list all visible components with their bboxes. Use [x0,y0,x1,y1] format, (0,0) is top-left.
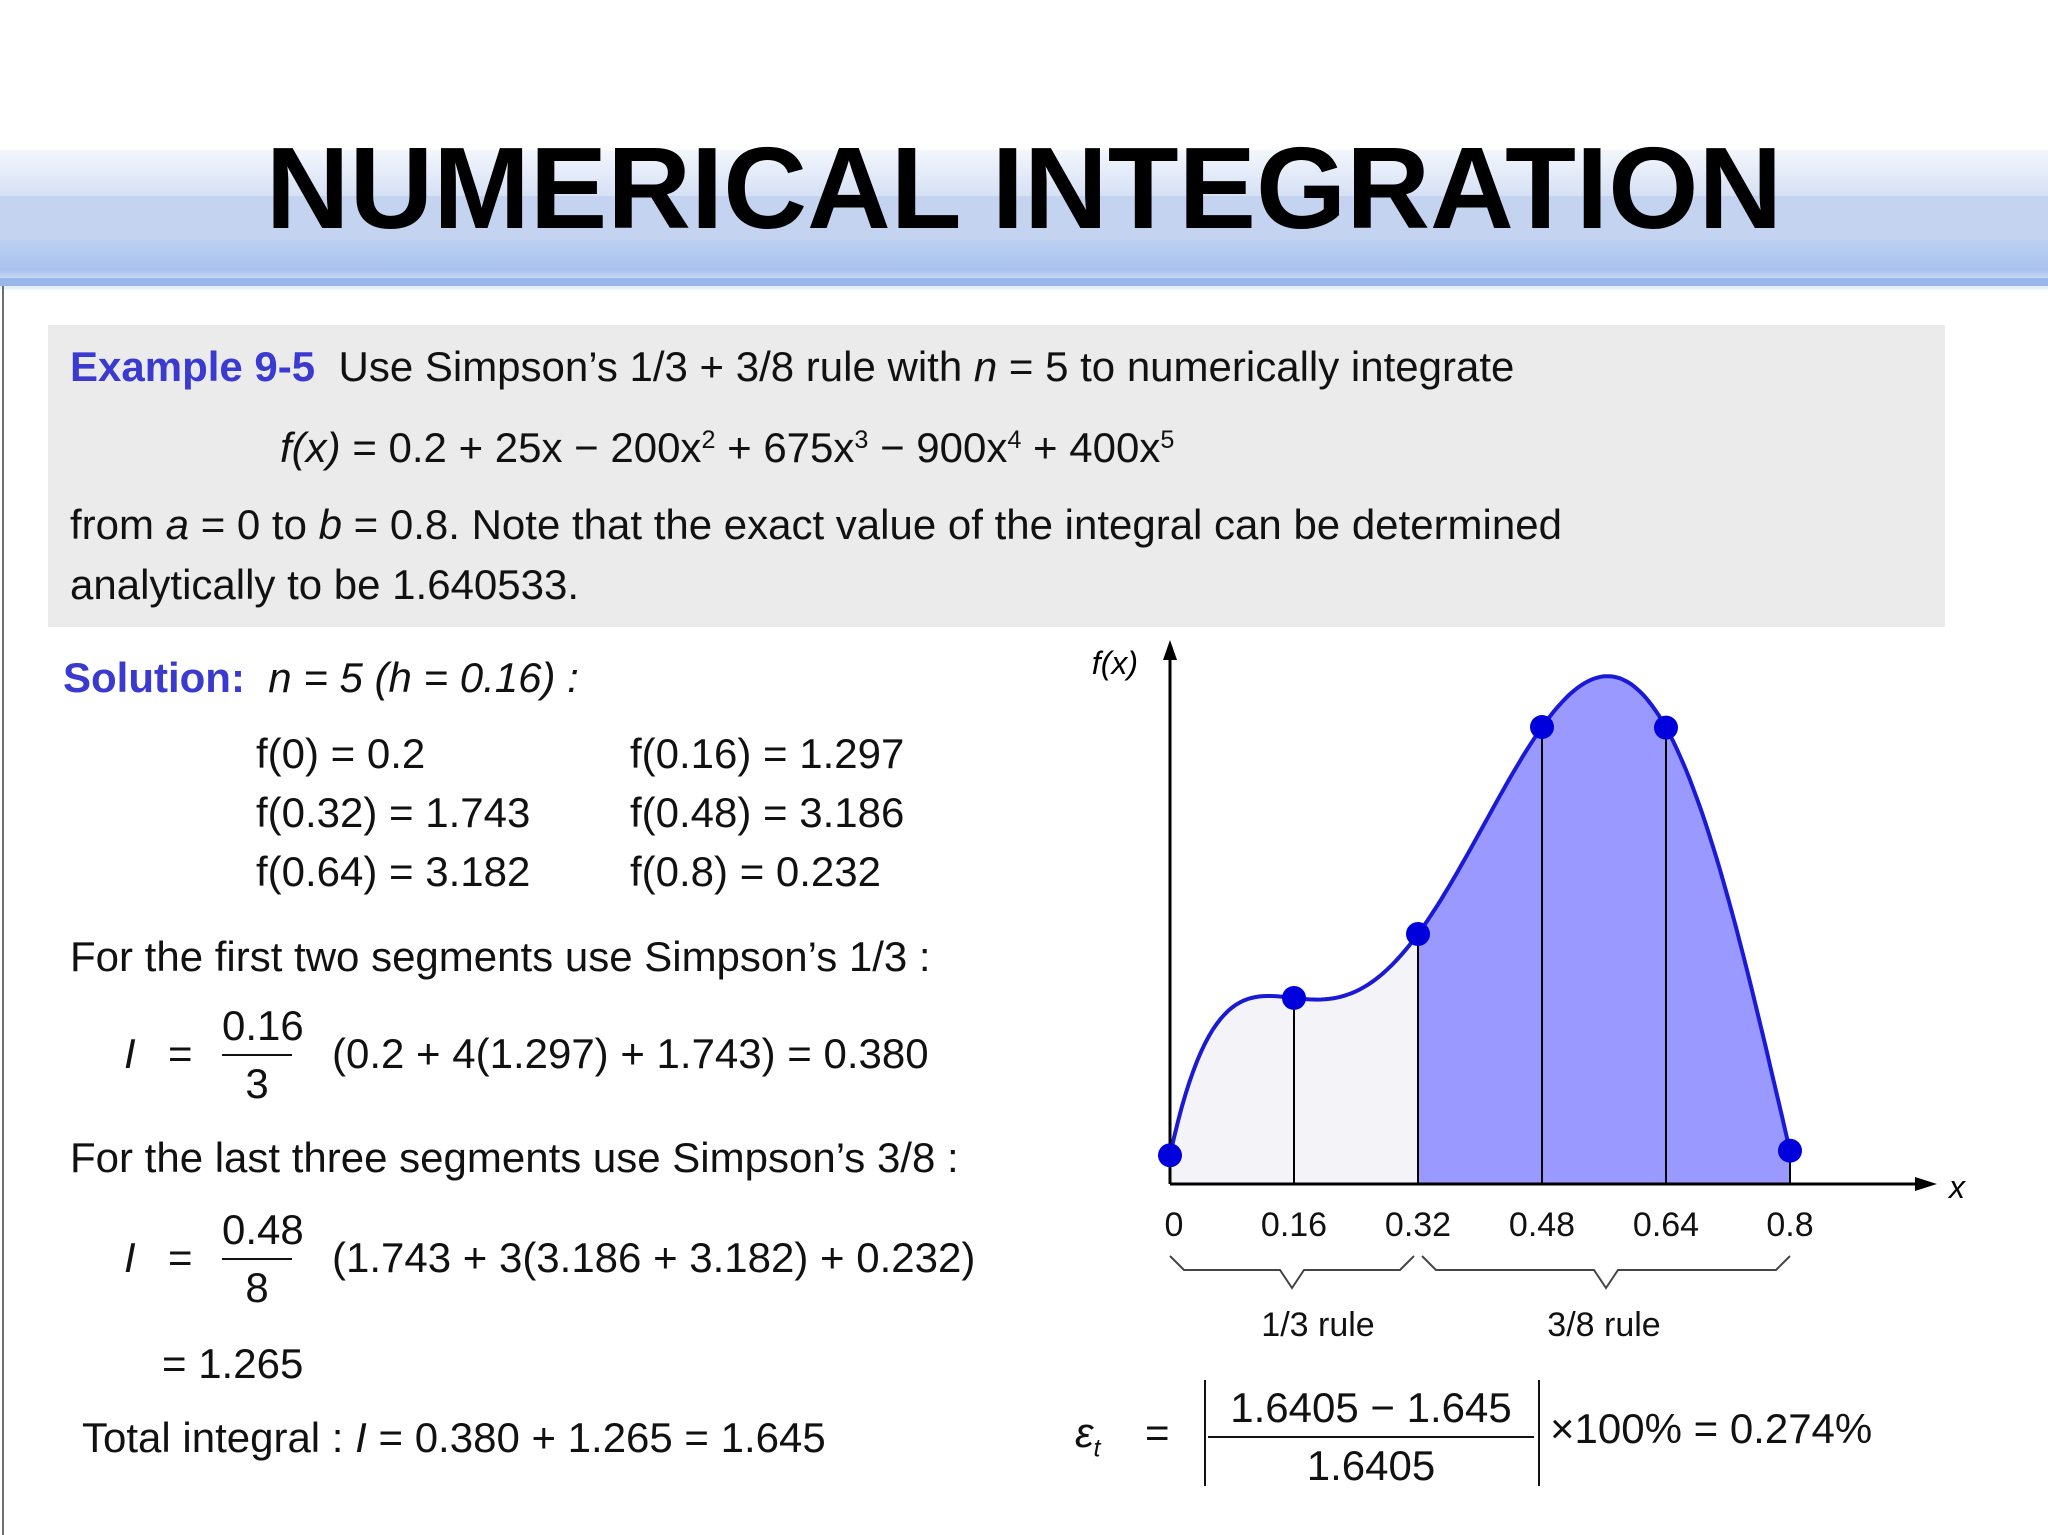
function-curve [1168,674,1792,1156]
x-axis-arrow-icon [1915,1177,1937,1191]
note-text: = 0.8. Note that the exact value of the … [353,501,1562,548]
last-equals: = [168,1234,193,1281]
y-axis-arrow-icon [1163,640,1177,660]
last-I: I [124,1234,136,1281]
header-band-rule [0,278,2048,286]
total-label: Total integral : [82,1414,356,1461]
last-fraction-bar [222,1258,292,1260]
value-f064: f(0.64) = 3.182 [256,848,531,895]
data-point-3 [1530,715,1554,740]
error-tail: ×100% = 0.274% [1550,1405,1873,1452]
x-axis-label: x [1947,1169,1966,1205]
data-point-0 [1158,1143,1182,1168]
b-variable: b [318,501,342,548]
problem-text-start: Use Simpson’s 1/3 + 3/8 rule with [338,343,963,390]
first-equals: = [168,1030,193,1077]
solution-header: Solution: n = 5 (h = 0.16) : [63,653,579,703]
value-f048: f(0.48) = 3.186 [630,789,905,836]
problem-line-1: Example 9-5 Use Simpson’s 1/3 + 3/8 rule… [70,342,1514,392]
fn-part-0: = 0.2 + 25x − 200x [352,424,702,471]
solution-label: Solution: [63,654,245,701]
tick-label-1: 0.16 [1261,1206,1327,1244]
slide-title: NUMERICAL INTEGRATION [265,123,1783,253]
brace-one-third [1169,1255,1415,1290]
function-definition: f(x) = 0.2 + 25x − 200x2 + 675x3 − 900x4… [280,423,1174,473]
total-integral: Total integral : I = 0.380 + 1.265 = 1.6… [82,1413,826,1463]
left-border [2,286,4,1535]
fn-part-4: − 900x [868,424,1008,471]
fn-exp-5: 5 [1160,426,1175,455]
total-expression: = 0.380 + 1.265 = 1.645 [366,1414,826,1461]
fn-exp-2: 2 [701,426,716,455]
region-label-1: 3/8 rule [1547,1306,1660,1344]
last-fraction-den: 8 [245,1264,269,1311]
brace-three-eighths [1421,1255,1791,1290]
problem-line-4: analytically to be 1.640533. [70,561,580,608]
tick-label-2: 0.32 [1385,1206,1451,1244]
from-text: from [70,501,154,548]
first-fraction-den: 3 [245,1060,269,1107]
example-label: Example 9-5 [70,343,316,390]
error-fraction-num: 1.6405 − 1.645 [1230,1384,1512,1431]
function-lhs: f(x) [280,424,341,471]
data-point-4 [1654,715,1678,740]
value-f016: f(0.16) = 1.297 [630,730,905,777]
first-fraction-bar [222,1054,292,1056]
tick-label-4: 0.64 [1633,1206,1699,1244]
fn-part-2: + 675x [715,424,855,471]
error-equals: = [1145,1409,1170,1456]
integration-chart: f(x) x 0 0.16 0.32 0.48 0.64 0.8 1/3 rule 3/8 rul… [1092,640,1966,1344]
fn-exp-4: 4 [1007,426,1022,455]
problem-box [48,325,1945,627]
to-text: = 0 to [200,501,307,548]
tick-label-3: 0.48 [1509,1206,1575,1244]
region-label-0: 1/3 rule [1261,1306,1374,1344]
last-segments-text: For the last three segments use Simpson’… [70,1134,959,1181]
error-symbol: εt [1075,1409,1101,1463]
first-I: I [124,1030,136,1077]
region-three-eighths [1418,676,1790,1184]
abs-bar-right [1538,1380,1540,1486]
tick-label-5: 0.8 [1766,1206,1813,1244]
last-fraction-num: 0.48 [222,1206,304,1253]
first-segments-text: For the first two segments use Simpson’s… [70,933,931,980]
error-fraction-den: 1.6405 [1306,1442,1436,1489]
error-subscript: t [1093,1434,1101,1463]
header-band-light [0,150,2048,196]
header-band-mid [0,196,2048,240]
solution-step: n = 5 (h = 0.16) : [268,654,579,701]
last-fraction: 0.48 8 [222,1206,304,1312]
a-variable: a [165,501,190,548]
n-variable: n [973,343,998,390]
y-axis-label: f(x) [1092,645,1138,681]
error-fraction: 1.6405 − 1.645 1.6405 [1208,1384,1534,1490]
data-point-5 [1778,1138,1802,1163]
data-point-2 [1406,922,1430,947]
problem-text-end: = 5 to numerically integrate [1008,343,1515,390]
error-fraction-bar [1208,1436,1534,1438]
value-f08: f(0.8) = 0.232 [630,848,881,895]
abs-bar-left [1204,1380,1206,1486]
first-fraction: 0.16 3 [222,1002,304,1108]
fn-part-6: + 400x [1021,424,1161,471]
first-fraction-num: 0.16 [222,1002,304,1049]
tick-label-0: 0 [1165,1206,1184,1244]
last-expression: (1.743 + 3(3.186 + 3.182) + 0.232) [332,1234,976,1281]
first-expression: (0.2 + 4(1.297) + 1.743) = 0.380 [332,1030,929,1077]
total-I: I [355,1414,367,1461]
value-f0: f(0) = 0.2 [256,730,426,777]
fn-exp-3: 3 [854,426,869,455]
value-f032: f(0.32) = 1.743 [256,789,531,836]
problem-line-3: from a = 0 to b = 0.8. Note that the exa… [70,500,1562,550]
data-point-1 [1282,985,1306,1010]
last-result: = 1.265 [162,1340,304,1387]
